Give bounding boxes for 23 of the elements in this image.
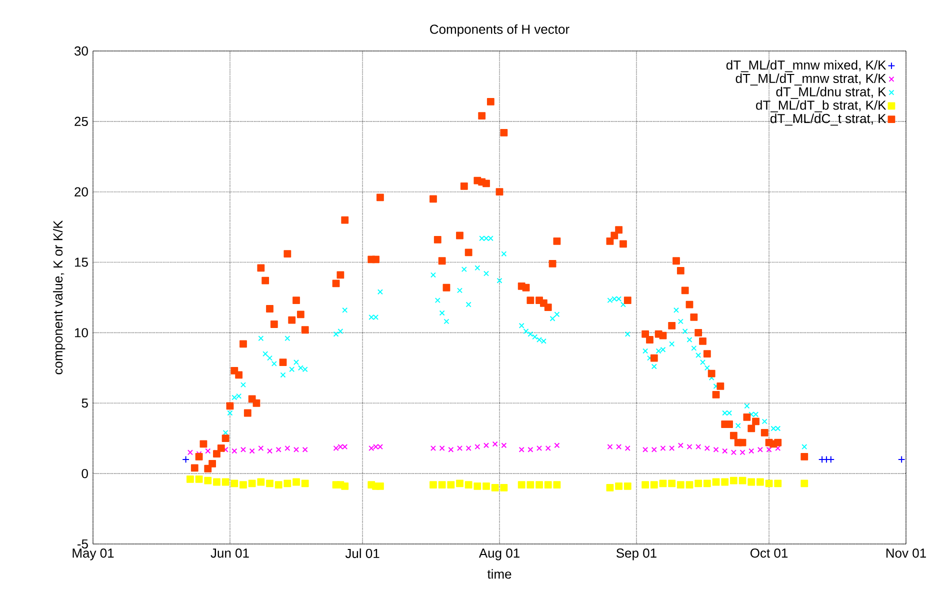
y-tick-label: 30 — [74, 46, 88, 56]
x-tick-label: Nov 01 — [886, 548, 926, 558]
legend-label: dT_ML/dT_b strat, K/K — [756, 100, 886, 112]
legend-label: dT_ML/dT_mnw strat, K/K — [736, 73, 886, 86]
chart-title: Components of H vector — [430, 24, 570, 36]
legend-label: dT_ML/dnu strat, K — [776, 86, 886, 99]
y-axis-title: component value, K or K/K — [53, 220, 66, 374]
x-tick-label: May 01 — [72, 548, 114, 560]
legend-label: dT_ML/dT_mnw mixed, K/K — [726, 60, 886, 72]
x-tick-label: Aug 01 — [478, 548, 520, 560]
x-axis-title: time — [487, 569, 512, 579]
y-tick-label: -5 — [77, 539, 88, 549]
y-tick-label: 10 — [75, 328, 88, 338]
y-tick-label: 25 — [74, 116, 88, 126]
y-tick-label: 5 — [82, 398, 88, 408]
y-tick-label: 20 — [74, 187, 88, 196]
y-tick-label: 0 — [82, 468, 88, 478]
x-tick-label: Jun 01 — [210, 548, 249, 558]
legend-label: dT_ML/dC_t strat, K — [770, 114, 886, 126]
x-tick-label: Jul 01 — [345, 548, 380, 558]
x-tick-label: Oct 01 — [750, 548, 788, 558]
x-tick-label: Sep 01 — [616, 548, 656, 560]
y-tick-label: 15 — [75, 258, 88, 267]
